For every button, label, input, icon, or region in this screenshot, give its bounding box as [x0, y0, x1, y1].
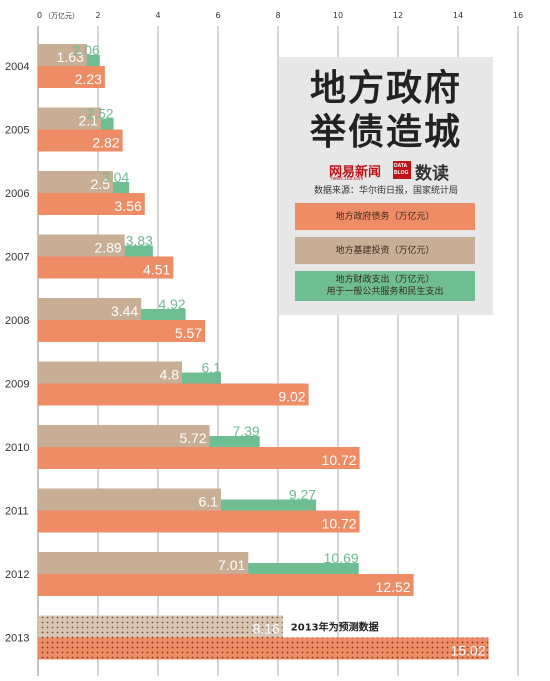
legend-label-debt: 地方政府债务（万亿元） — [335, 211, 435, 222]
value-label-infra: 8.16 — [253, 621, 280, 637]
year-label: 2013 — [5, 633, 29, 645]
year-label: 2010 — [5, 442, 29, 454]
bar-debt — [38, 129, 123, 152]
legend-label-fiscal-2: 用于一般公共服务和民生支出 — [326, 287, 444, 297]
value-label-fiscal: 2.52 — [86, 106, 113, 122]
value-label-debt: 3.56 — [115, 198, 142, 214]
legend-item-infra: 地方基建投资（万亿元） — [295, 237, 475, 264]
data-blog-logo-line-2: BLOG — [394, 170, 409, 176]
x-tick-label: 10 — [333, 11, 343, 20]
year-label: 2008 — [5, 315, 29, 327]
x-tick-label: 12 — [393, 11, 403, 20]
bar-debt — [38, 447, 360, 469]
bar-infra — [38, 488, 221, 511]
bar-infra — [38, 615, 283, 638]
bar-infra — [38, 107, 101, 130]
legend-label-infra: 地方基建投资（万亿元） — [335, 245, 435, 256]
legend-panel: 地方政府 举债造城 网易新闻 news.163.com DATA BLOG 数读… — [279, 57, 493, 315]
bar-debt — [38, 256, 174, 279]
value-label-fiscal: 4.92 — [158, 296, 185, 312]
data-source: 数据来源：华尔街日报，国家统计局 — [313, 186, 458, 196]
value-label-infra: 1.63 — [57, 49, 84, 65]
value-label-debt: 5.57 — [175, 325, 202, 341]
bar-debt — [38, 510, 360, 533]
bar-infra — [38, 552, 249, 574]
value-label-infra: 3.44 — [111, 303, 138, 319]
x-tick-label: 16 — [513, 11, 523, 20]
x-tick-label: 14 — [453, 11, 463, 20]
data-blog-logo-line-1: DATA — [394, 163, 408, 169]
x-tick-label: 4 — [155, 11, 160, 20]
value-label-fiscal: 10.69 — [324, 550, 359, 566]
x-unit-label: （万亿元） — [44, 11, 79, 20]
value-label-debt: 12.52 — [376, 579, 411, 595]
value-label-fiscal: 9.27 — [289, 487, 316, 503]
value-label-infra: 5.72 — [179, 430, 206, 446]
legend-item-debt: 地方政府债务（万亿元） — [295, 203, 475, 230]
year-label: 2004 — [5, 61, 29, 73]
chart-title-line-1: 地方政府 — [309, 68, 462, 109]
value-label-debt: 10.72 — [322, 516, 357, 532]
year-label: 2012 — [5, 569, 29, 581]
bar-infra — [38, 234, 125, 257]
bar-infra — [38, 44, 87, 66]
bar-debt — [38, 193, 145, 215]
value-label-fiscal: 2.06 — [73, 42, 100, 58]
value-label-debt: 4.51 — [143, 262, 170, 278]
year-label: 2007 — [5, 252, 29, 264]
forecast-annotation: 2013年为预测数据 — [291, 621, 379, 634]
value-label-infra: 2.5 — [91, 176, 111, 192]
value-label-fiscal: 7.39 — [232, 423, 259, 439]
bar-debt — [38, 574, 414, 596]
x-tick-label: 2 — [95, 11, 100, 20]
netease-news-logo: 网易新闻 — [329, 165, 382, 180]
bar-infra — [38, 298, 142, 320]
brand-name: 数读 — [415, 164, 449, 184]
value-label-debt: 2.82 — [92, 135, 119, 151]
value-label-debt: 2.23 — [75, 71, 102, 87]
bar-debt — [38, 320, 206, 342]
value-label-infra: 4.8 — [160, 367, 180, 383]
year-label: 2011 — [5, 506, 29, 518]
value-label-fiscal: 3.83 — [126, 233, 153, 249]
bar-debt — [38, 383, 309, 406]
value-label-infra: 6.1 — [199, 494, 219, 510]
year-label: 2006 — [5, 188, 29, 200]
value-label-debt: 15.02 — [451, 643, 486, 659]
bar-debt — [38, 637, 489, 660]
value-label-debt: 9.02 — [278, 389, 305, 405]
chart-title-line-2: 举债造城 — [309, 112, 462, 153]
value-label-fiscal: 3.04 — [102, 169, 129, 185]
value-label-infra: 7.01 — [218, 557, 245, 573]
year-label: 2009 — [5, 379, 29, 391]
value-label-debt: 10.72 — [322, 452, 357, 468]
bar-infra — [38, 425, 210, 447]
value-label-infra: 2.89 — [94, 240, 121, 256]
data-blog-logo: DATA BLOG — [393, 161, 411, 179]
year-label: 2005 — [5, 125, 29, 137]
x-tick-label: 6 — [215, 11, 220, 20]
x-tick-label: 0 — [37, 11, 42, 20]
netease-news-url: news.163.com — [331, 176, 364, 182]
bar-debt — [38, 66, 105, 88]
value-label-fiscal: 6.1 — [202, 360, 222, 376]
value-label-infra: 2.1 — [79, 113, 99, 129]
bar-infra — [38, 171, 113, 193]
bar-infra — [38, 361, 182, 384]
legend-item-fiscal: 地方财政支出（万亿元） 用于一般公共服务和民生支出 — [295, 271, 475, 301]
legend-label-fiscal-1: 地方财政支出（万亿元） — [335, 275, 435, 285]
x-tick-label: 8 — [275, 11, 280, 20]
